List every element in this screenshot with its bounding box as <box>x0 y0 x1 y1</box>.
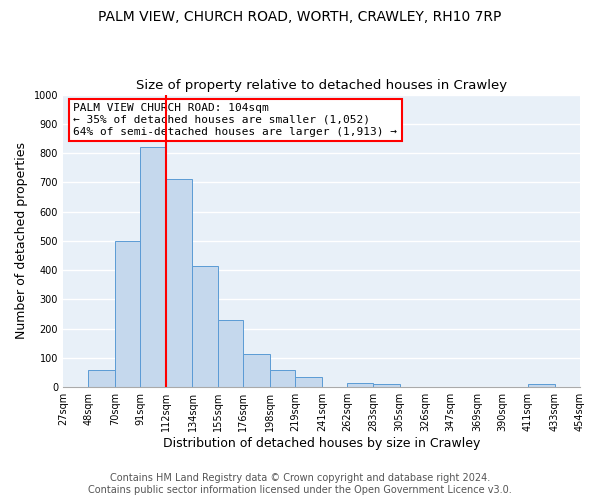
Y-axis label: Number of detached properties: Number of detached properties <box>15 142 28 340</box>
Bar <box>270 370 295 387</box>
Bar <box>140 147 166 387</box>
Bar <box>347 383 373 387</box>
Bar <box>166 180 193 387</box>
Bar <box>373 384 400 387</box>
Bar <box>295 377 322 387</box>
Bar <box>218 320 244 387</box>
Bar <box>193 266 218 387</box>
Title: Size of property relative to detached houses in Crawley: Size of property relative to detached ho… <box>136 79 507 92</box>
Bar <box>244 354 270 387</box>
Text: PALM VIEW CHURCH ROAD: 104sqm
← 35% of detached houses are smaller (1,052)
64% o: PALM VIEW CHURCH ROAD: 104sqm ← 35% of d… <box>73 104 397 136</box>
Bar <box>528 384 554 387</box>
Text: PALM VIEW, CHURCH ROAD, WORTH, CRAWLEY, RH10 7RP: PALM VIEW, CHURCH ROAD, WORTH, CRAWLEY, … <box>98 10 502 24</box>
Text: Contains HM Land Registry data © Crown copyright and database right 2024.
Contai: Contains HM Land Registry data © Crown c… <box>88 474 512 495</box>
X-axis label: Distribution of detached houses by size in Crawley: Distribution of detached houses by size … <box>163 437 480 450</box>
Bar <box>88 370 115 387</box>
Bar <box>115 241 140 387</box>
